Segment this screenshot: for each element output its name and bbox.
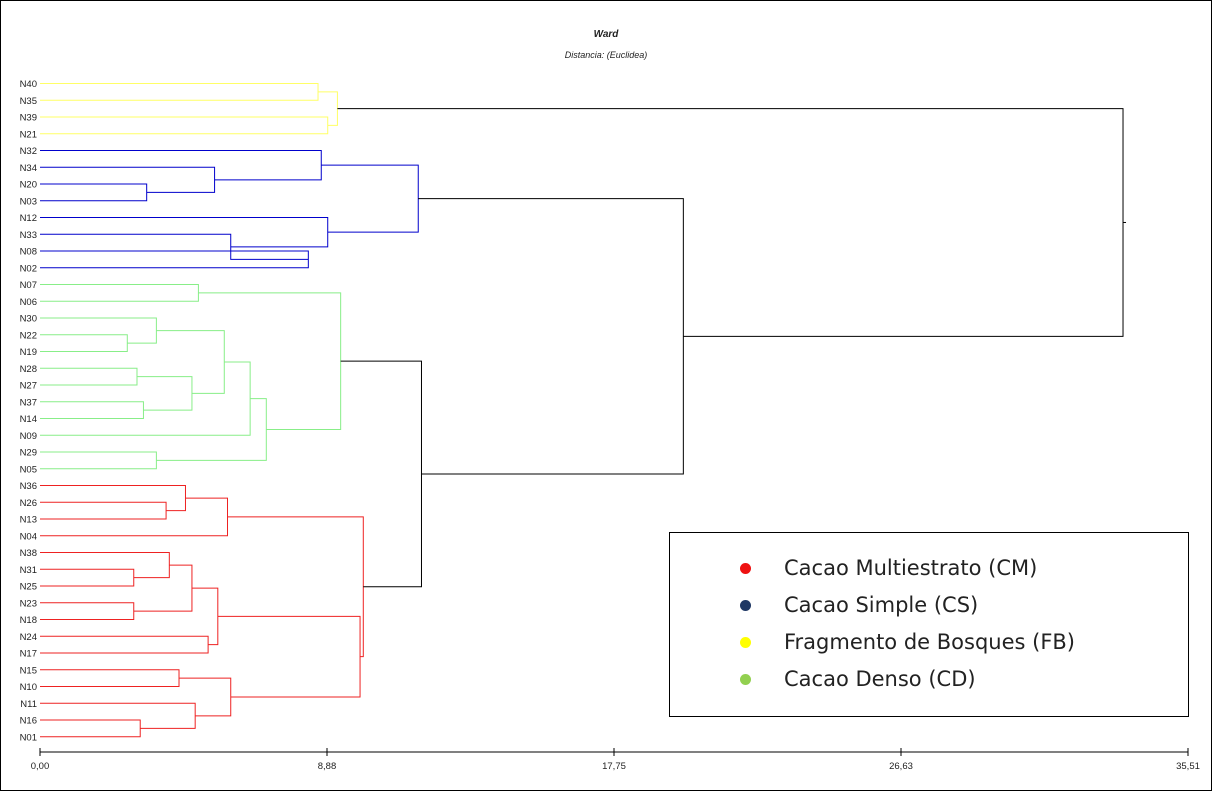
leaf-label-n37: N37 bbox=[20, 397, 37, 408]
leaf-label-n09: N09 bbox=[20, 431, 37, 442]
dendrogram-link-25 bbox=[40, 552, 170, 579]
dendrogram-link-24 bbox=[40, 568, 135, 587]
leaf-label-n38: N38 bbox=[20, 548, 37, 559]
leaf-label-n25: N25 bbox=[20, 582, 37, 593]
legend-label-cd: Cacao Denso (CD) bbox=[784, 667, 976, 691]
leaf-label-n39: N39 bbox=[20, 113, 37, 124]
dendrogram-link-29 bbox=[191, 587, 219, 646]
leaf-label-n12: N12 bbox=[20, 213, 37, 224]
dendrogram-link-9 bbox=[321, 164, 419, 233]
legend-label-cs: Cacao Simple (CS) bbox=[784, 593, 979, 617]
dendrogram-link-1 bbox=[40, 116, 329, 135]
dendrogram-link-18 bbox=[40, 451, 157, 470]
dendrogram-link-3 bbox=[40, 183, 148, 202]
leaf-label-n30: N30 bbox=[20, 314, 37, 325]
legend-swatch-cm bbox=[740, 562, 751, 574]
dendrogram-link-12 bbox=[40, 317, 157, 344]
dendrogram-link-23 bbox=[40, 497, 229, 537]
dendrogram-link-17 bbox=[40, 361, 251, 436]
chart-title: Ward bbox=[593, 29, 619, 40]
dendrogram-link-38 bbox=[337, 108, 1124, 337]
leaf-label-n06: N06 bbox=[20, 297, 37, 308]
dendrogram-link-20 bbox=[198, 292, 342, 430]
leaf-label-n07: N07 bbox=[20, 280, 37, 291]
leaf-label-n36: N36 bbox=[20, 481, 37, 492]
dendrogram-link-27 bbox=[133, 564, 193, 612]
legend-swatch-cd bbox=[740, 673, 751, 685]
leaf-label-n15: N15 bbox=[20, 665, 37, 676]
dendrogram-link-21 bbox=[40, 501, 167, 520]
dendrogram-link-10 bbox=[40, 284, 199, 302]
leaf-label-n13: N13 bbox=[20, 515, 37, 526]
dendrogram-link-34 bbox=[217, 615, 361, 698]
leaf-label-n02: N02 bbox=[20, 263, 37, 274]
leaf-label-n27: N27 bbox=[20, 381, 37, 392]
leaf-label-n26: N26 bbox=[20, 498, 37, 509]
dendrogram-link-16 bbox=[156, 330, 225, 394]
chart-subtitle: Distancia: (Euclidea) bbox=[564, 50, 648, 60]
dendrogram-link-28 bbox=[40, 635, 209, 654]
leaf-label-n18: N18 bbox=[20, 615, 37, 626]
leaf-label-n29: N29 bbox=[20, 448, 37, 459]
leaf-label-n40: N40 bbox=[20, 79, 37, 90]
dendrogram-link-14 bbox=[40, 401, 144, 419]
dendrogram-link-11 bbox=[40, 334, 128, 352]
leaf-label-n14: N14 bbox=[20, 414, 37, 425]
leaf-label-n22: N22 bbox=[20, 330, 37, 341]
leaf-label-n28: N28 bbox=[20, 364, 37, 375]
legend-swatch-cs bbox=[740, 599, 751, 611]
dendrogram-link-37 bbox=[418, 198, 684, 475]
x-tick-label-1: 8,88 bbox=[318, 761, 337, 772]
leaf-label-n31: N31 bbox=[20, 565, 37, 576]
dendrogram-link-4 bbox=[40, 166, 216, 193]
leaf-label-n08: N08 bbox=[20, 247, 37, 258]
leaf-label-n05: N05 bbox=[20, 464, 37, 475]
x-tick-label-0: 0,00 bbox=[31, 761, 50, 772]
dendrogram-link-15 bbox=[136, 376, 193, 411]
leaf-label-n03: N03 bbox=[20, 196, 37, 207]
dendrogram-link-26 bbox=[40, 602, 135, 620]
leaf-label-n11: N11 bbox=[20, 699, 37, 710]
x-tick-label-3: 26,63 bbox=[889, 761, 913, 772]
leaf-label-n19: N19 bbox=[20, 347, 37, 358]
leaf-label-n32: N32 bbox=[20, 146, 37, 157]
leaf-label-n04: N04 bbox=[20, 531, 37, 542]
leaf-label-n23: N23 bbox=[20, 598, 37, 609]
legend-label-cm: Cacao Multiestrato (CM) bbox=[784, 556, 1038, 580]
dendrogram-link-30 bbox=[40, 669, 180, 687]
dendrogram-link-19 bbox=[156, 398, 267, 461]
leaf-label-n33: N33 bbox=[20, 230, 37, 241]
dendrogram-link-33 bbox=[179, 677, 232, 717]
leaf-label-n21: N21 bbox=[20, 129, 37, 140]
legend-swatch-fb bbox=[740, 636, 751, 648]
dendrogram-link-13 bbox=[40, 367, 138, 386]
leaf-label-n16: N16 bbox=[20, 716, 37, 727]
dendrogram-link-5 bbox=[40, 150, 322, 181]
leaf-label-n17: N17 bbox=[20, 649, 37, 660]
leaf-label-n24: N24 bbox=[20, 632, 37, 643]
x-tick-label-4: 35,51 bbox=[1176, 761, 1200, 772]
x-tick-label-2: 17,75 bbox=[602, 761, 626, 772]
leaf-label-n35: N35 bbox=[20, 96, 37, 107]
leaf-label-n10: N10 bbox=[20, 682, 37, 693]
leaf-label-n34: N34 bbox=[20, 163, 37, 174]
dendrogram-link-8 bbox=[40, 217, 329, 248]
leaf-label-n01: N01 bbox=[20, 732, 37, 743]
dendrogram-link-22 bbox=[40, 485, 186, 512]
dendrogram-link-2 bbox=[318, 91, 338, 126]
dendrogram-link-31 bbox=[40, 719, 141, 738]
dendrogram-link-32 bbox=[40, 702, 196, 729]
leaf-label-n20: N20 bbox=[20, 180, 37, 191]
dendrogram-link-36 bbox=[340, 360, 422, 588]
dendrogram-link-0 bbox=[40, 83, 319, 101]
legend-label-fb: Fragmento de Bosques (FB) bbox=[784, 630, 1075, 654]
legend: Cacao Multiestrato (CM) Cacao Simple (CS… bbox=[669, 532, 1189, 717]
dendrogram-link-35 bbox=[227, 516, 364, 658]
